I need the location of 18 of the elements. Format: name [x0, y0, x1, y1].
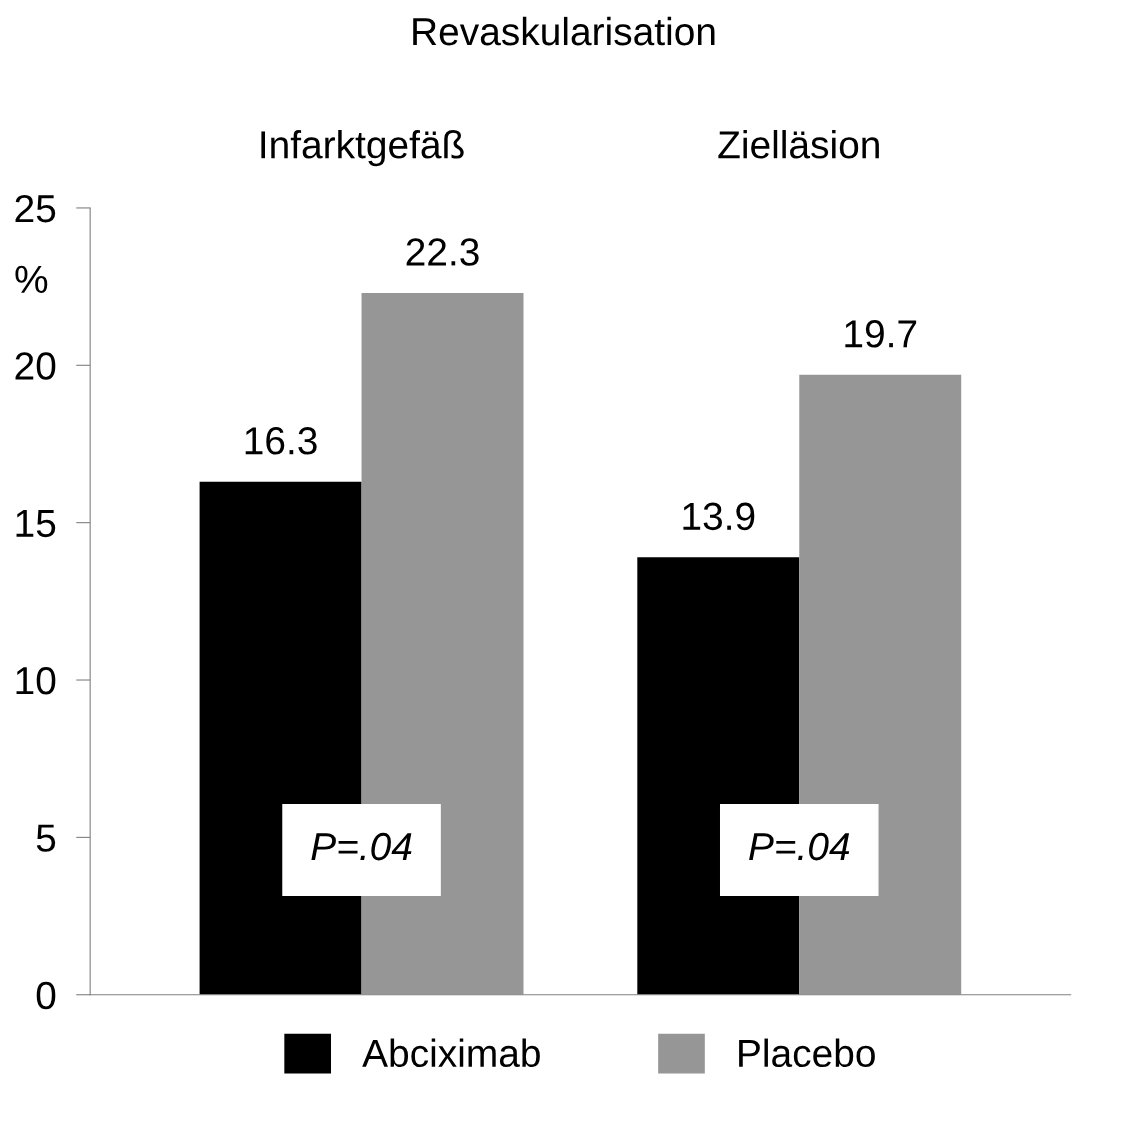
annotation: P=.04 — [749, 832, 850, 861]
legend-label: Abciximab — [362, 1038, 540, 1068]
data-label: 22.3 — [406, 238, 479, 266]
data-label: 19.7 — [845, 320, 917, 348]
x-tick-label: Infarktgefäß — [261, 130, 464, 167]
y-axis-title: % — [15, 265, 48, 293]
y-tick-label: 5 — [36, 824, 56, 852]
y-tick-label: 10 — [16, 666, 56, 695]
y-tick-label: 0 — [36, 981, 56, 1010]
data-label: 16.3 — [245, 427, 317, 455]
y-tick-label: 25 — [15, 194, 56, 223]
y-tick-label: 20 — [15, 352, 56, 380]
annotation: P=.04 — [311, 832, 412, 861]
legend-label: Placebo — [739, 1038, 875, 1068]
data-label: 13.9 — [683, 502, 755, 531]
y-tick-label: 15 — [16, 510, 56, 538]
chart-title: Revaskularisation — [413, 16, 715, 46]
x-tick-label: Zielläsion — [718, 130, 879, 159]
